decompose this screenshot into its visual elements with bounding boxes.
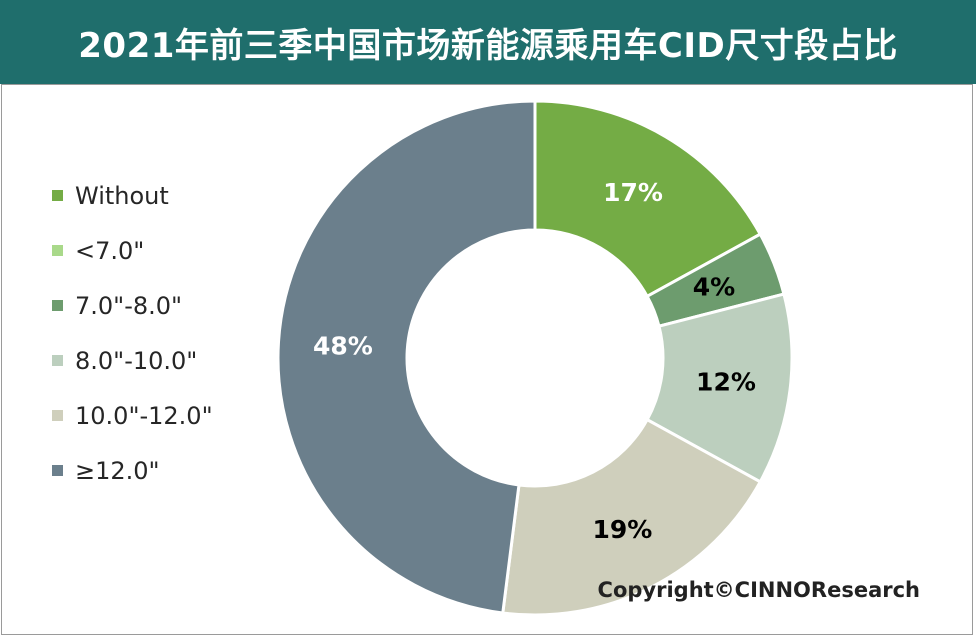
title-bar: 2021年前三季中国市场新能源乘用车CID尺寸段占比: [0, 0, 976, 84]
legend-item-8-0-10-0: 8.0"-10.0": [52, 333, 282, 388]
legend-swatch: [52, 300, 63, 311]
legend-item-7-0-8-0: 7.0"-8.0": [52, 278, 282, 333]
legend-label: <7.0": [75, 236, 145, 265]
slice-10-0-12-0: [501, 417, 763, 617]
copyright-text: Copyright©CINNOResearch: [597, 578, 920, 602]
slice-without: [533, 99, 763, 299]
legend-label: 10.0"-12.0": [75, 401, 213, 430]
legend-swatch: [52, 465, 63, 476]
slice-label-12-0: 48%: [313, 331, 373, 360]
slice-label-7-0-8-0: 4%: [693, 273, 735, 302]
legend-item-7-0: <7.0": [52, 223, 282, 278]
legend-swatch: [52, 355, 63, 366]
chart-frame: [1, 84, 973, 635]
slice-12-0: [276, 99, 537, 615]
slice-label-8-0-10-0: 12%: [696, 368, 756, 397]
legend: Without <7.0" 7.0"-8.0" 8.0"-10.0" 10.0"-12.…: [52, 168, 282, 498]
legend-item-10-0-12-0: 10.0"-12.0": [52, 388, 282, 443]
legend-label: 7.0"-8.0": [75, 291, 183, 320]
legend-label: 8.0"-10.0": [75, 346, 198, 375]
legend-swatch: [52, 190, 63, 201]
legend-swatch: [52, 410, 63, 421]
legend-label: ≥12.0": [75, 456, 160, 485]
chart-title: 2021年前三季中国市场新能源乘用车CID尺寸段占比: [78, 25, 898, 66]
legend-item-without: Without: [52, 168, 282, 223]
slice-label-10-0-12-0: 19%: [592, 515, 652, 544]
legend-item-12-0: ≥12.0": [52, 443, 282, 498]
slice-label-without: 17%: [603, 178, 663, 207]
legend-label: Without: [75, 181, 169, 210]
legend-swatch: [52, 245, 63, 256]
